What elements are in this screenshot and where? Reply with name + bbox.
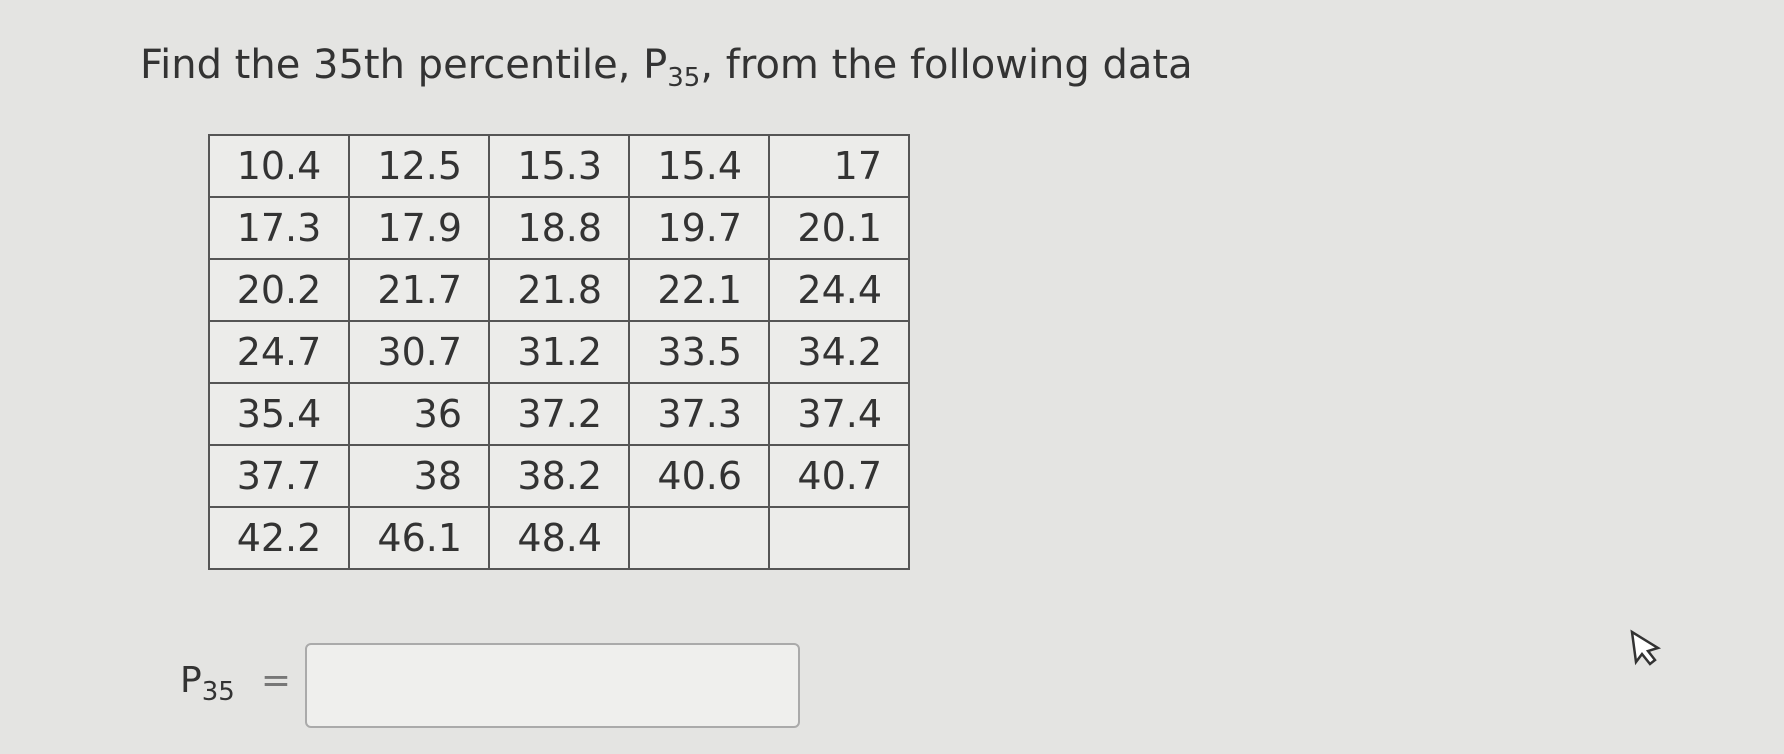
- answer-label: P35 =: [180, 660, 291, 707]
- mouse-cursor: [1630, 629, 1662, 666]
- table-row: 42.2 46.1 48.4: [208, 506, 910, 570]
- table-cell: 18.8: [488, 196, 630, 260]
- table-cell: 15.3: [488, 134, 630, 198]
- table-cell: 30.7: [348, 320, 490, 384]
- question: Find the 35th percentile, P35, from the …: [140, 42, 1193, 93]
- answer-subscript: 35: [201, 677, 235, 707]
- table-cell: 34.2: [768, 320, 910, 384]
- table-cell: 20.1: [768, 196, 910, 260]
- table-cell: 37.3: [628, 382, 770, 446]
- table-cell: 38: [348, 444, 490, 508]
- table-cell: 37.2: [488, 382, 630, 446]
- table-cell: 20.2: [208, 258, 350, 322]
- table-cell: 10.4: [208, 134, 350, 198]
- answer-symbol: P: [180, 660, 202, 701]
- question-subscript: 35: [667, 63, 701, 93]
- table-cell: 15.4: [628, 134, 770, 198]
- table-cell: 38.2: [488, 444, 630, 508]
- table-row: 37.7 38 38.2 40.6 40.7: [208, 444, 910, 508]
- table-row: 17.3 17.9 18.8 19.7 20.1: [208, 196, 910, 260]
- table-cell: 46.1: [348, 506, 490, 570]
- table-cell: 37.7: [208, 444, 350, 508]
- table-cell: 19.7: [628, 196, 770, 260]
- table-cell: 17.9: [348, 196, 490, 260]
- table-cell: 37.4: [768, 382, 910, 446]
- table-cell: 24.7: [208, 320, 350, 384]
- answer-input[interactable]: [305, 643, 800, 728]
- table-cell: 17: [768, 134, 910, 198]
- equals-sign: =: [260, 660, 291, 701]
- table-cell: 21.7: [348, 258, 490, 322]
- table-row: 20.2 21.7 21.8 22.1 24.4: [208, 258, 910, 322]
- table-cell: 42.2: [208, 506, 350, 570]
- table-cell: 40.7: [768, 444, 910, 508]
- question-text: , from the following data: [700, 42, 1193, 88]
- table-cell: 12.5: [348, 134, 490, 198]
- table-cell: 35.4: [208, 382, 350, 446]
- table-cell: 31.2: [488, 320, 630, 384]
- table-cell: 17.3: [208, 196, 350, 260]
- data-table: 10.4 12.5 15.3 15.4 17 17.3 17.9 18.8 19.7 20.1 20…: [208, 134, 910, 570]
- table-cell: 36: [348, 382, 490, 446]
- table-cell: 33.5: [628, 320, 770, 384]
- table-cell: 21.8: [488, 258, 630, 322]
- table-cell: 24.4: [768, 258, 910, 322]
- table-row: 10.4 12.5 15.3 15.4 17: [208, 134, 910, 198]
- table-cell: 22.1: [628, 258, 770, 322]
- table-cell: 40.6: [628, 444, 770, 508]
- table-row: 24.7 30.7 31.2 33.5 34.2: [208, 320, 910, 384]
- table-cell: [768, 506, 910, 570]
- table-cell: [628, 506, 770, 570]
- table-row: 35.4 36 37.2 37.3 37.4: [208, 382, 910, 446]
- question-text: Find the 35th percentile, P: [140, 42, 668, 88]
- table-cell: 48.4: [488, 506, 630, 570]
